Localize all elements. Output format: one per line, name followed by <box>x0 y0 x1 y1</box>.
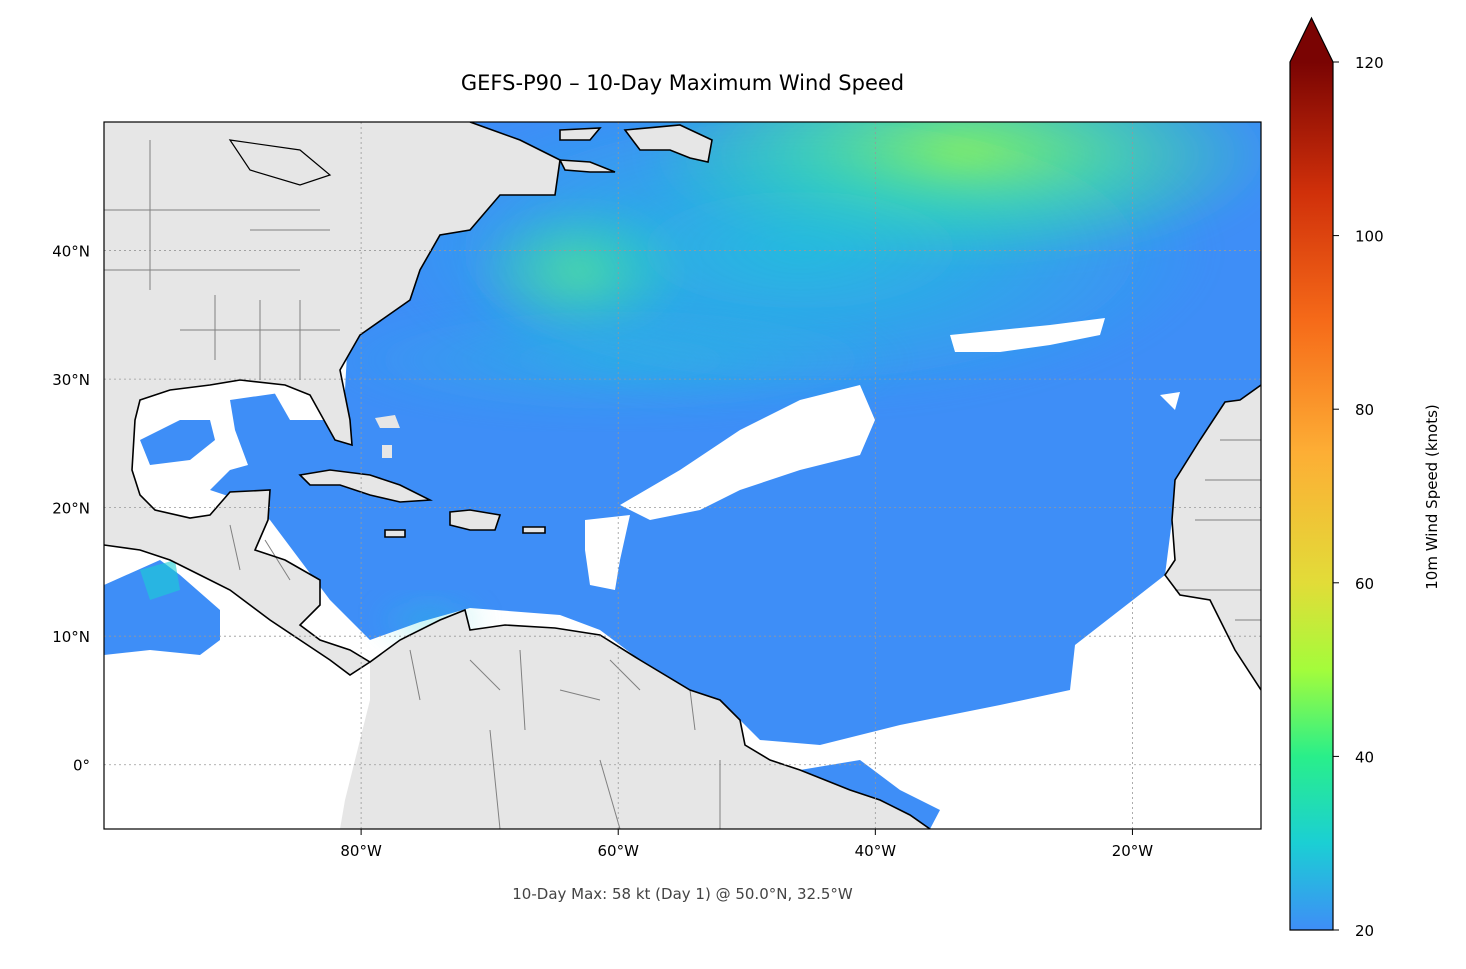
colorbar-label: 10m Wind Speed (knots) <box>1423 404 1441 590</box>
lat-tick-label: 10°N <box>52 628 90 646</box>
lon-tick-label: 60°W <box>598 842 640 860</box>
lat-tick-label: 20°N <box>52 500 90 518</box>
lon-tick-label: 80°W <box>340 842 382 860</box>
latitude-ticks: 40°N 30°N 20°N 10°N 0° <box>52 243 90 775</box>
map-area[interactable] <box>104 45 1280 829</box>
colorbar-ticks: 20 40 60 80 100 120 <box>1333 54 1384 940</box>
coastlines <box>104 122 1261 829</box>
borders <box>104 140 1261 829</box>
colorbar-extend-arrow <box>1290 18 1333 62</box>
colorbar-tick-label: 120 <box>1355 54 1384 72</box>
lon-tick-label: 20°W <box>1112 842 1154 860</box>
colorbar-tick-label: 80 <box>1355 401 1374 419</box>
colorbar-tick-label: 20 <box>1355 922 1374 940</box>
colorbar-tick-label: 40 <box>1355 748 1374 766</box>
land <box>104 122 1261 829</box>
map-title: GEFS-P90 – 10-Day Maximum Wind Speed <box>460 71 905 95</box>
longitude-ticks: 80°W 60°W 40°W 20°W <box>340 829 1153 860</box>
colorbar: 20 40 60 80 100 120 <box>1289 16 1384 940</box>
colorbar-tick-label: 100 <box>1355 228 1384 246</box>
colorbar-tick-label: 60 <box>1355 575 1374 593</box>
lat-tick-label: 40°N <box>52 243 90 261</box>
lat-tick-label: 0° <box>73 757 90 775</box>
colorbar-outline <box>1289 16 1334 931</box>
lat-tick-label: 30°N <box>52 371 90 389</box>
wind-speed-field <box>104 122 1261 829</box>
map-frame <box>103 121 1262 830</box>
max-wind-footnote: 10-Day Max: 58 kt (Day 1) @ 50.0°N, 32.5… <box>512 885 853 903</box>
colorbar-gradient <box>1290 62 1333 930</box>
lon-tick-label: 40°W <box>855 842 897 860</box>
